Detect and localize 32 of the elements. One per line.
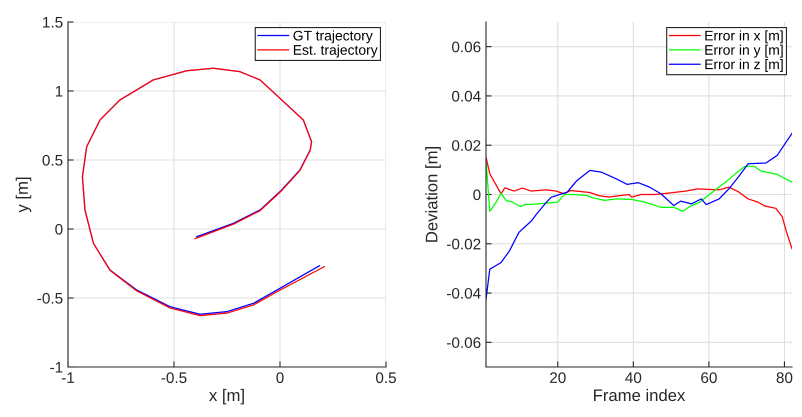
x-tick-label: 60 (701, 372, 717, 384)
y-tick-label: -0.5 (37, 292, 62, 304)
line-series (486, 160, 792, 212)
y-tick-label: 1 (56, 86, 62, 97)
line-series (486, 132, 792, 300)
x-tick-label: 80 (776, 372, 792, 384)
x-tick-label: 20 (550, 372, 566, 384)
legend-label: Error in y [m] (705, 44, 783, 58)
legend-label: Error in x [m] (705, 30, 783, 44)
legend-label: GT trajectory (293, 30, 373, 44)
x-axis-title: x [m] (209, 388, 244, 404)
legend-label: Error in z [m] (705, 59, 783, 72)
x-axis-title: Frame index (594, 388, 686, 402)
y-axis-title: Deviation [m] (425, 147, 441, 242)
y-tick-label: 0 (55, 224, 63, 235)
y-axis-title: y [m] (16, 178, 32, 213)
y-tick-label: -1 (50, 362, 62, 373)
y-tick-label: 0.5 (42, 154, 62, 166)
y-tick-label: -0.04 (447, 288, 481, 299)
x-tick-label: -0.5 (162, 372, 187, 384)
legend-label: Est. trajectory (294, 44, 378, 58)
y-tick-label: 0.02 (452, 140, 480, 151)
y-tick-label: -0.02 (447, 238, 480, 250)
y-tick-label: 0.04 (452, 90, 481, 102)
x-tick-label: 0.5 (376, 372, 396, 384)
line-series (486, 156, 792, 250)
x-tick-label: 40 (625, 372, 642, 384)
y-tick-label: 0 (473, 189, 481, 200)
y-tick-label: -0.06 (447, 337, 480, 348)
y-tick-label: 0.06 (452, 42, 480, 52)
x-tick-label: 0 (276, 372, 284, 384)
y-tick-label: 1.5 (43, 17, 62, 28)
